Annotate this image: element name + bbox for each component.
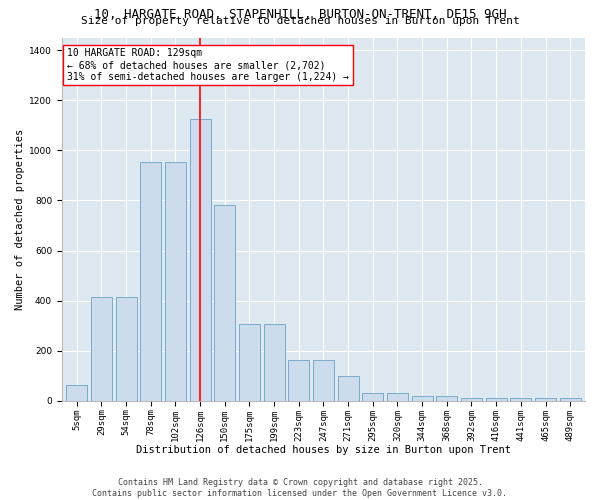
Bar [263, 324, 284, 401]
X-axis label: Distribution of detached houses by size in Burton upon Trent: Distribution of detached houses by size … [136, 445, 511, 455]
Bar [338, 376, 359, 401]
Bar [313, 360, 334, 401]
Bar [511, 398, 532, 401]
Bar [412, 396, 433, 401]
Bar [165, 162, 186, 401]
Bar [116, 297, 137, 401]
Text: Contains HM Land Registry data © Crown copyright and database right 2025.
Contai: Contains HM Land Registry data © Crown c… [92, 478, 508, 498]
Text: 10 HARGATE ROAD: 129sqm
← 68% of detached houses are smaller (2,702)
31% of semi: 10 HARGATE ROAD: 129sqm ← 68% of detache… [67, 48, 349, 82]
Bar [239, 324, 260, 401]
Bar [535, 398, 556, 401]
Bar [66, 384, 87, 401]
Text: Size of property relative to detached houses in Burton upon Trent: Size of property relative to detached ho… [80, 16, 520, 26]
Bar [485, 398, 506, 401]
Bar [288, 360, 309, 401]
Bar [560, 398, 581, 401]
Y-axis label: Number of detached properties: Number of detached properties [15, 128, 25, 310]
Bar [214, 206, 235, 401]
Bar [461, 398, 482, 401]
Bar [436, 396, 457, 401]
Bar [362, 394, 383, 401]
Text: 10, HARGATE ROAD, STAPENHILL, BURTON-ON-TRENT, DE15 9GH: 10, HARGATE ROAD, STAPENHILL, BURTON-ON-… [94, 8, 506, 20]
Bar [387, 394, 408, 401]
Bar [140, 162, 161, 401]
Bar [91, 297, 112, 401]
Bar [190, 119, 211, 401]
